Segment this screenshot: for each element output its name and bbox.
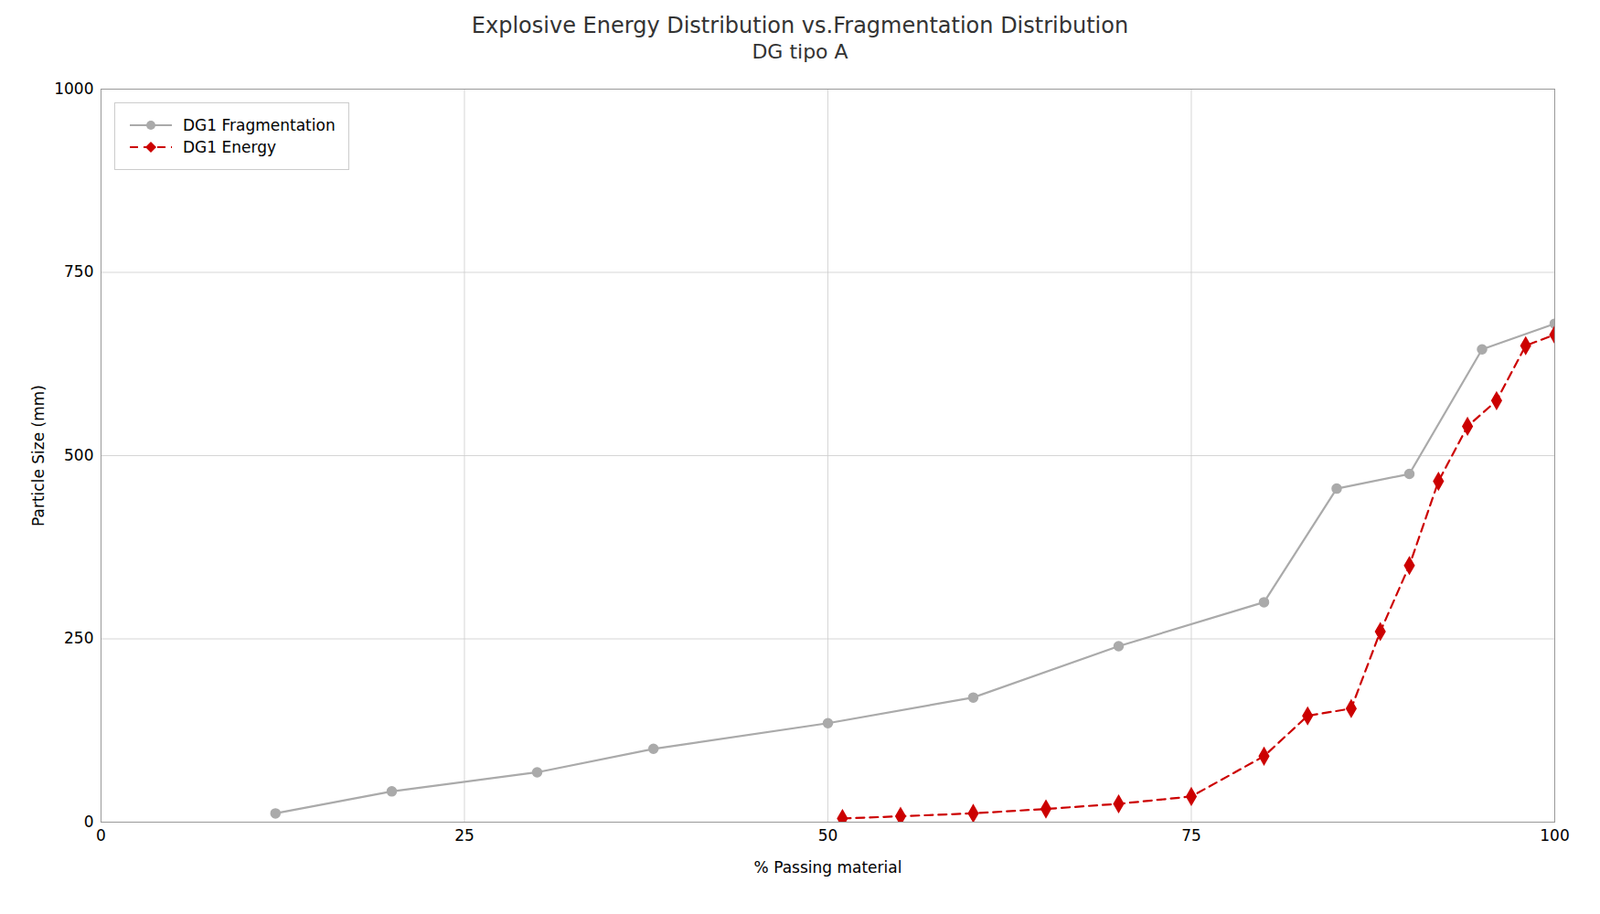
svg-text:0: 0 — [96, 826, 107, 845]
svg-text:Particle Size (mm): Particle Size (mm) — [29, 384, 48, 527]
svg-text:0: 0 — [84, 812, 95, 832]
html-text:DG1 Energy: DG1 Energy — [182, 138, 277, 157]
svg-text:25: 25 — [454, 826, 475, 845]
svg-text:100: 100 — [1539, 826, 1569, 845]
html-text:DG tipo A: DG tipo A — [751, 40, 849, 64]
svg-text:1000: 1000 — [53, 79, 94, 98]
svg-text:75: 75 — [1181, 826, 1202, 845]
html-text:DG1 Fragmentation: DG1 Fragmentation — [182, 116, 336, 135]
svg-text:500: 500 — [64, 446, 94, 465]
svg-text:% Passing material: % Passing material — [754, 858, 903, 877]
svg-text:750: 750 — [64, 262, 94, 281]
svg-text:250: 250 — [64, 629, 94, 648]
html-text:Explosive Energy Distribution: Explosive Energy Distribution vs.Fragmen… — [471, 12, 1129, 39]
svg-text:50: 50 — [818, 826, 839, 845]
